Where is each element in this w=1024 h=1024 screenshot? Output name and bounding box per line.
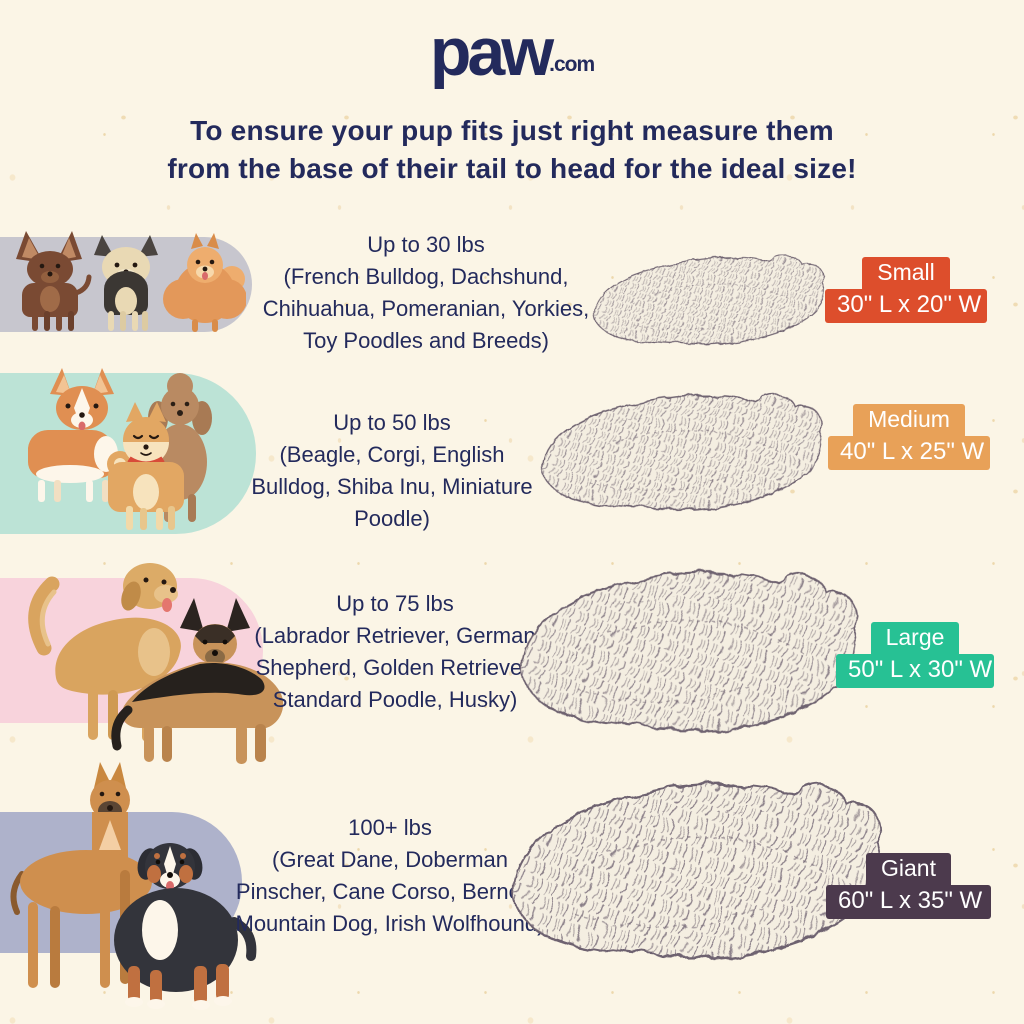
small-size-badge: Small 30" L x 20" W: [825, 257, 987, 323]
corgi-illustration: [28, 368, 118, 502]
small-dog-bed-illustration: [581, 242, 839, 366]
medium-badge-dimensions: 40" L x 25" W: [828, 436, 990, 470]
headline-line-2: from the base of their tail to head for …: [167, 153, 857, 184]
headline: To ensure your pup fits just right measu…: [0, 112, 1024, 188]
logo-tld: .com: [549, 53, 595, 76]
headline-line-1: To ensure your pup fits just right measu…: [190, 115, 834, 146]
medium-size-description: Up to 50 lbs (Beagle, Corgi, English Bul…: [243, 407, 541, 535]
paw-com-logo: paw .com: [0, 18, 1024, 86]
small-weight: Up to 30 lbs: [367, 232, 485, 257]
german-shepherd-illustration: [111, 598, 284, 764]
giant-dogs-illustration: [10, 762, 257, 1010]
small-size-description: Up to 30 lbs (French Bulldog, Dachshund,…: [256, 229, 596, 357]
great-dane-illustration: [10, 762, 152, 988]
giant-size-description: 100+ lbs (Great Dane, Doberman Pinscher,…: [224, 812, 556, 940]
medium-weight: Up to 50 lbs: [333, 410, 451, 435]
pomeranian-illustration: [163, 233, 246, 332]
small-breeds: (French Bulldog, Dachshund, Chihuahua, P…: [262, 264, 590, 353]
large-dog-bed-illustration: [504, 547, 876, 765]
medium-breeds: (Beagle, Corgi, English Bulldog, Shiba I…: [251, 442, 533, 531]
large-weight: Up to 75 lbs: [336, 591, 454, 616]
giant-badge-dimensions: 60" L x 35" W: [826, 885, 991, 919]
small-badge-dimensions: 30" L x 20" W: [825, 289, 987, 323]
bernese-mountain-dog-illustration: [114, 843, 257, 1010]
golden-retriever-illustration: [28, 563, 181, 742]
large-size-description: Up to 75 lbs (Labrador Retriever, German…: [228, 588, 562, 716]
medium-size-badge: Medium 40" L x 25" W: [828, 404, 990, 470]
large-badge-dimensions: 50" L x 30" W: [836, 654, 994, 688]
giant-weight: 100+ lbs: [348, 815, 432, 840]
chihuahua-illustration: [16, 231, 92, 331]
medium-dog-bed-illustration: [528, 377, 839, 534]
large-dogs-illustration: [28, 563, 284, 764]
logo-wordmark: paw: [429, 14, 554, 90]
small-badge-label: Small: [862, 257, 950, 289]
small-dogs-illustration: [16, 231, 246, 332]
giant-badge-label: Giant: [866, 853, 951, 885]
giant-breeds: (Great Dane, Doberman Pinscher, Cane Cor…: [235, 847, 545, 936]
large-badge-label: Large: [870, 622, 960, 654]
shiba-illustration: [107, 402, 184, 530]
giant-size-badge: Giant 60" L x 35" W: [826, 853, 991, 919]
medium-dogs-illustration: [28, 368, 212, 530]
yorkie-illustration: [94, 235, 158, 331]
medium-badge-label: Medium: [853, 404, 965, 436]
large-breeds: (Labrador Retriever, German Shepherd, Go…: [254, 623, 536, 712]
large-size-badge: Large 50" L x 30" W: [836, 622, 994, 688]
